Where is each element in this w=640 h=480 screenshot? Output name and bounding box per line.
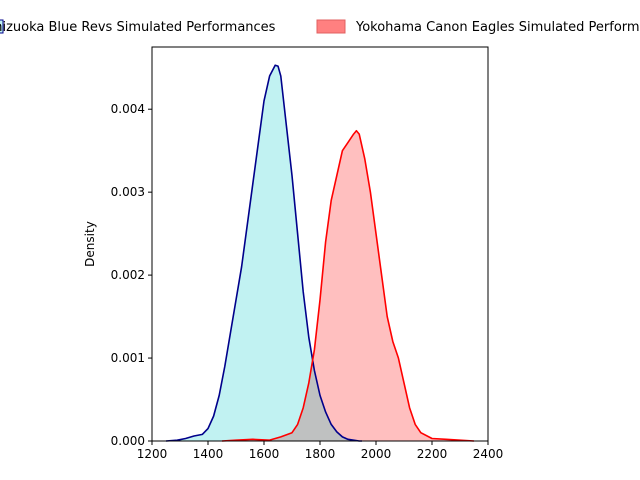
density-fills bbox=[166, 65, 474, 441]
y-tick-label: 0.002 bbox=[111, 268, 145, 282]
y-axis-label: Density bbox=[83, 221, 97, 267]
y-tick-label: 0.000 bbox=[111, 434, 145, 448]
density-lines bbox=[165, 64, 475, 442]
y-tick-label: 0.004 bbox=[111, 102, 145, 116]
x-tick-label: 1400 bbox=[193, 447, 224, 461]
x-axis-ticks: 1200 1400 1600 1800 2000 2200 2400 bbox=[137, 441, 504, 461]
x-tick-label: 2400 bbox=[473, 447, 504, 461]
legend-swatch-shizuoka bbox=[0, 19, 4, 34]
legend-label-shizuoka: Shizuoka Blue Revs Simulated Performance… bbox=[0, 20, 276, 35]
density-overlap-fill bbox=[222, 362, 362, 441]
density-line-series-0 bbox=[165, 64, 362, 442]
legend: Shizuoka Blue Revs Simulated Performance… bbox=[0, 19, 640, 35]
density-fill-series-0 bbox=[166, 65, 362, 441]
x-tick-label: 2000 bbox=[361, 447, 392, 461]
y-tick-label: 0.001 bbox=[111, 351, 145, 365]
x-tick-label: 1200 bbox=[137, 447, 168, 461]
x-tick-label: 2200 bbox=[417, 447, 448, 461]
y-tick-label: 0.003 bbox=[111, 185, 145, 199]
density-line-series-1 bbox=[221, 129, 475, 442]
x-tick-label: 1800 bbox=[305, 447, 336, 461]
legend-swatch-yokohama bbox=[316, 19, 346, 34]
density-fill-series-1 bbox=[222, 130, 474, 441]
legend-label-yokohama: Yokohama Canon Eagles Simulated Performa… bbox=[355, 20, 640, 35]
y-axis-ticks: 0.000 0.001 0.002 0.003 0.004 bbox=[111, 102, 152, 448]
x-tick-label: 1600 bbox=[249, 447, 280, 461]
